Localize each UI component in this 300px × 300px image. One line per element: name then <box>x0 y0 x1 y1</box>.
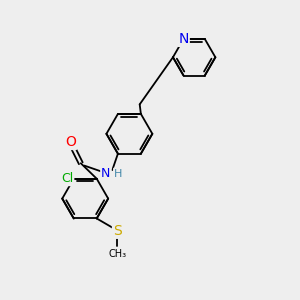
Text: S: S <box>113 224 122 238</box>
Text: CH₃: CH₃ <box>108 249 126 260</box>
Text: O: O <box>65 135 76 149</box>
Text: H: H <box>114 169 122 178</box>
Text: Cl: Cl <box>61 172 74 185</box>
Text: N: N <box>101 167 110 180</box>
Text: N: N <box>178 32 189 46</box>
